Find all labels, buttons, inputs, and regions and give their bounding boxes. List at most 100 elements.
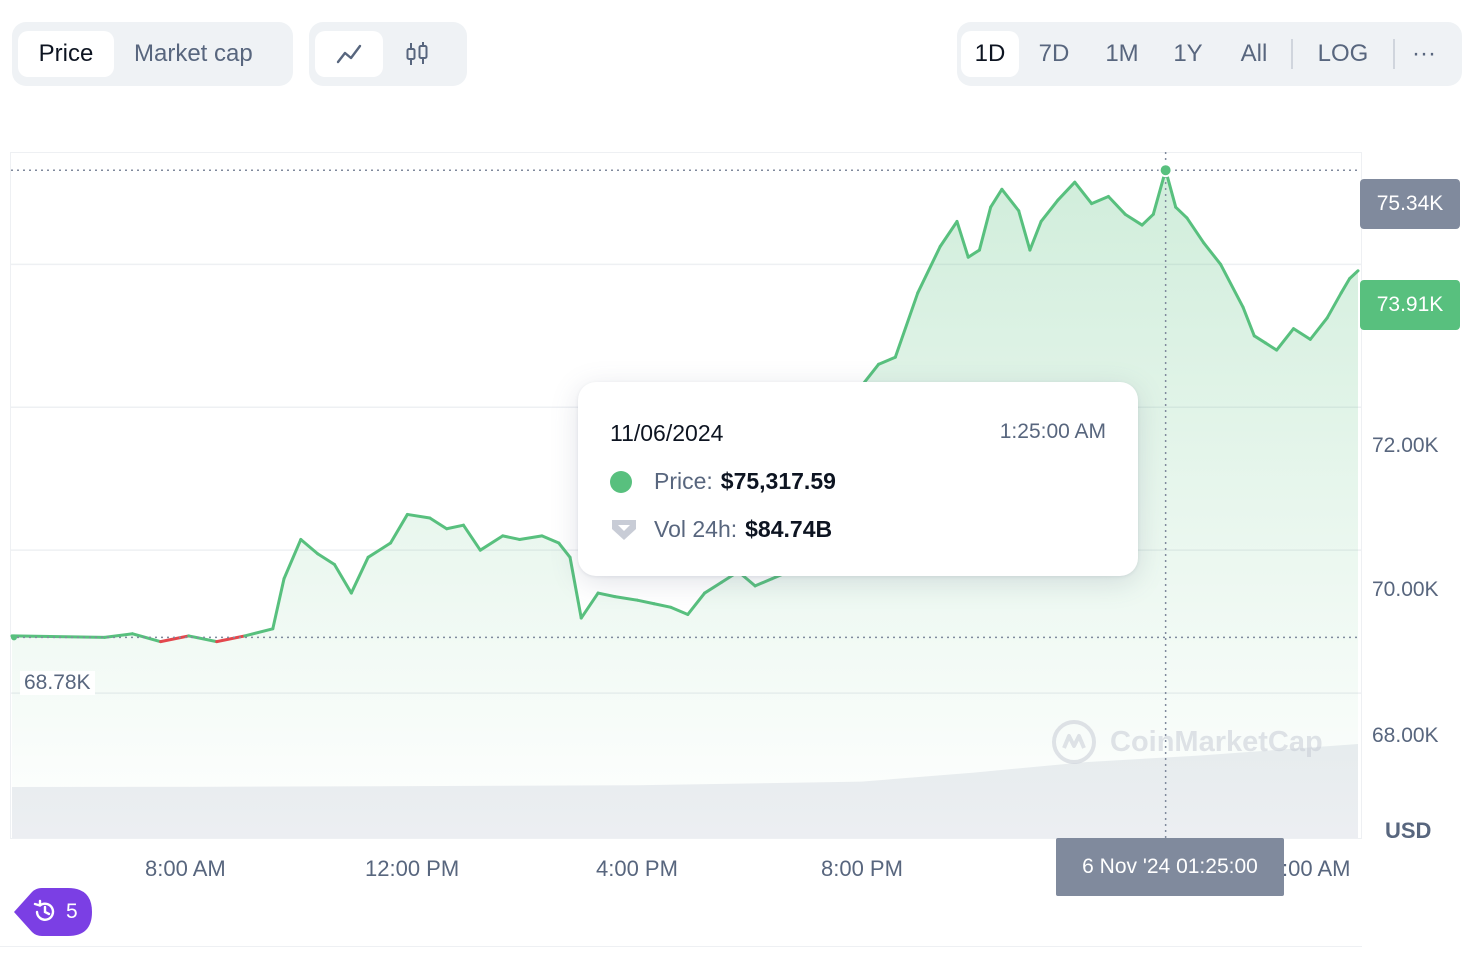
price-line-segment [1073, 180, 1094, 206]
price-line-segment [405, 512, 432, 520]
price-line-segment [1252, 334, 1267, 345]
price-line-segment [557, 541, 572, 559]
price-line-segment [1090, 194, 1110, 206]
price-line-segment [1219, 262, 1245, 309]
price-area [12, 170, 1358, 836]
price-line-segment [332, 562, 353, 595]
price-line-segment [596, 591, 617, 599]
coinmarketcap-watermark: CoinMarketCap [1050, 718, 1323, 766]
x-tick-label: 8:00 PM [821, 856, 903, 881]
price-line-segment [1325, 291, 1343, 320]
price-line-segment [1185, 216, 1206, 245]
price-line-segment [445, 523, 465, 531]
price-line-segment [916, 244, 942, 295]
price-line-segment [989, 187, 1004, 209]
toolbar-divider [1291, 39, 1293, 69]
log-scale-button[interactable]: LOG [1317, 40, 1369, 67]
tab-price[interactable]: Price [18, 31, 114, 77]
price-tooltip: 11/06/2024 1:25:00 AM Price: $75,317.59 … [578, 382, 1138, 576]
price-line-segment [652, 602, 673, 609]
more-options-button[interactable]: ··· [1412, 40, 1436, 67]
price-line-segment [1151, 168, 1168, 216]
price-line-segment [1140, 212, 1155, 227]
range-1m[interactable]: 1M [1105, 40, 1139, 67]
x-tick-label: 4:00 PM [596, 856, 678, 881]
y-tick-label: 70.00K [1372, 578, 1439, 601]
range-all[interactable]: All [1240, 40, 1268, 67]
line-chart-button[interactable] [315, 31, 383, 77]
hover-point-marker [1158, 163, 1173, 178]
tooltip-volume-label: Vol 24h: [654, 516, 738, 542]
price-line-segment [243, 627, 275, 638]
price-line-segment [316, 552, 336, 566]
price-line-segment [753, 577, 774, 588]
price-line-segment [1039, 198, 1060, 223]
price-line-segment [1017, 209, 1032, 252]
price-line-segment [1348, 269, 1360, 281]
price-line-segment [955, 219, 970, 259]
watermark-text: CoinMarketCap [1110, 725, 1323, 758]
coinmarketcap-logo-icon [1052, 720, 1096, 764]
tooltip-volume-value: $84.74B [745, 516, 833, 542]
x-tick-label: 12:00 PM [365, 856, 460, 881]
price-line-segment [501, 534, 522, 541]
x-tick-label: 8:00 AM [145, 856, 226, 881]
price-line-segment [103, 632, 135, 639]
price-line-segment [686, 591, 707, 616]
price-line-segment [669, 605, 690, 616]
price-line-segment [1028, 219, 1043, 252]
tooltip-price-row: Price: $75,317.59 [610, 468, 836, 495]
crosshair-time-label: 6 Nov '24 01:25:00 [1056, 838, 1284, 896]
volume-shield-icon [612, 519, 636, 540]
currency-label: USD [1385, 818, 1432, 843]
price-line-segment [461, 523, 482, 552]
high-price-badge: 75.34K [1360, 179, 1460, 229]
price-line-segment [893, 291, 920, 359]
metric-toggle: Price Market cap [12, 22, 293, 86]
history-count: 5 [66, 900, 78, 923]
range-toggle: 1D 7D 1M 1Y All LOG ··· [957, 22, 1462, 86]
candlestick-button[interactable] [383, 31, 451, 77]
history-clock-icon [33, 899, 55, 921]
price-line-segment [938, 219, 959, 248]
price-line-segment [1056, 180, 1077, 202]
price-line-segment [518, 534, 544, 541]
range-1y[interactable]: 1Y [1173, 40, 1203, 67]
tooltip-volume-row: Vol 24h: $84.74B [610, 516, 832, 543]
price-line-segment [966, 248, 981, 259]
price-line-segment [1174, 205, 1189, 220]
tooltip-price-value: $75,317.59 [720, 468, 836, 494]
price-line-segment [428, 516, 449, 531]
start-price-label: 68.78K [20, 671, 95, 695]
price-line-segment [977, 205, 993, 252]
price-line-segment [299, 537, 320, 556]
price-line-segment [540, 534, 561, 545]
range-7d[interactable]: 7D [1038, 40, 1070, 67]
price-line-segment [1106, 194, 1127, 216]
price-line-segment [349, 555, 370, 595]
price-line-segment [187, 634, 219, 644]
price-line-segment [1275, 327, 1296, 352]
price-line-segment [1123, 212, 1144, 227]
tab-market-cap[interactable]: Market cap [134, 40, 253, 67]
price-dot-icon [610, 470, 632, 493]
price-line-segment [282, 537, 303, 581]
price-line-segment [1000, 187, 1021, 213]
price-line-segment [389, 512, 409, 545]
tooltip-price-label: Price: [654, 468, 713, 494]
price-line-segment [613, 595, 639, 602]
price-line-segment [876, 355, 897, 366]
price-line-segment [635, 598, 656, 606]
line-chart-icon [336, 44, 362, 64]
history-button[interactable]: 5 [14, 888, 92, 936]
price-line-segment [568, 555, 583, 620]
range-1d[interactable]: 1D [961, 31, 1019, 77]
current-price-badge: 73.91K [1360, 280, 1460, 330]
toolbar-divider [1393, 39, 1395, 69]
start-point-marker [11, 634, 17, 641]
price-line-segment [366, 541, 393, 559]
price-line-segment [579, 591, 600, 620]
chart-type-toggle [309, 22, 467, 86]
price-line-segment [1292, 327, 1312, 341]
